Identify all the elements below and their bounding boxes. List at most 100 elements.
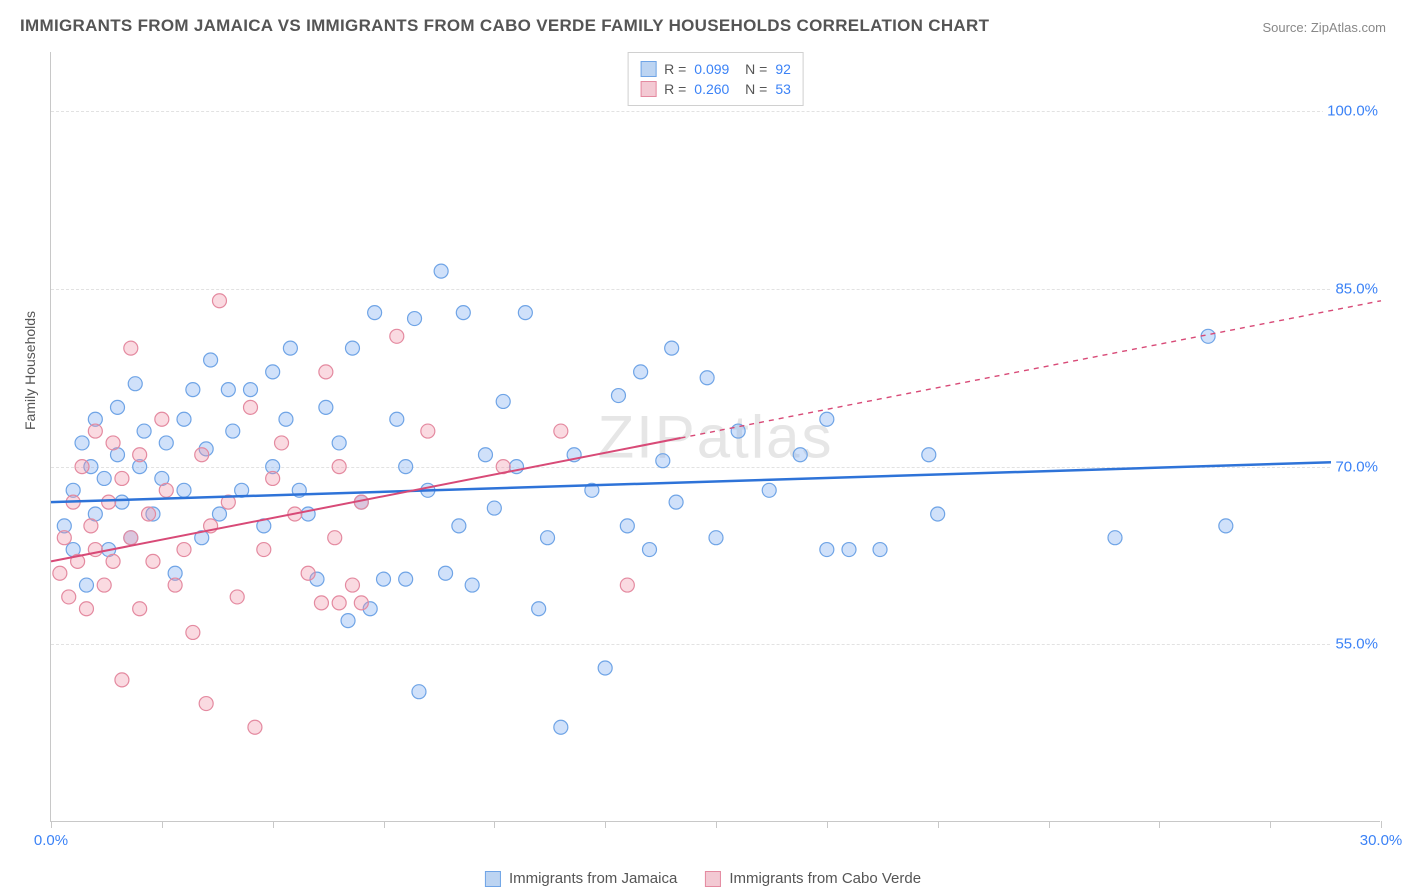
y-tick-label: 85.0% xyxy=(1331,280,1382,297)
chart-plot-area: ZIPatlas R = 0.099 N = 92R = 0.260 N = 5… xyxy=(50,52,1380,822)
data-point xyxy=(137,424,151,438)
x-tick xyxy=(273,821,274,828)
legend-series-item: Immigrants from Cabo Verde xyxy=(705,870,921,887)
x-tick xyxy=(605,821,606,828)
data-point xyxy=(820,543,834,557)
data-point xyxy=(611,389,625,403)
data-point xyxy=(275,436,289,450)
data-point xyxy=(439,566,453,580)
legend-series-item: Immigrants from Jamaica xyxy=(485,870,677,887)
data-point xyxy=(377,572,391,586)
x-tick xyxy=(51,821,52,828)
data-point xyxy=(554,424,568,438)
data-point xyxy=(244,400,258,414)
data-point xyxy=(221,383,235,397)
legend-swatch xyxy=(485,871,501,887)
data-point xyxy=(124,341,138,355)
legend-swatch xyxy=(705,871,721,887)
legend-n-value: 92 xyxy=(775,61,791,77)
data-point xyxy=(820,412,834,426)
data-point xyxy=(212,294,226,308)
x-tick-label: 30.0% xyxy=(1360,832,1403,849)
data-point xyxy=(332,460,346,474)
data-point xyxy=(434,264,448,278)
data-point xyxy=(399,460,413,474)
data-point xyxy=(873,543,887,557)
data-point xyxy=(115,673,129,687)
data-point xyxy=(57,531,71,545)
data-point xyxy=(186,625,200,639)
legend-swatch xyxy=(640,61,656,77)
x-tick xyxy=(162,821,163,828)
chart-title: IMMIGRANTS FROM JAMAICA VS IMMIGRANTS FR… xyxy=(20,16,989,36)
legend-series-label: Immigrants from Jamaica xyxy=(509,870,677,887)
data-point xyxy=(199,697,213,711)
data-point xyxy=(421,424,435,438)
data-point xyxy=(390,412,404,426)
data-point xyxy=(212,507,226,521)
data-point xyxy=(257,543,271,557)
legend-stat-row: R = 0.099 N = 92 xyxy=(640,59,791,79)
data-point xyxy=(1219,519,1233,533)
x-tick xyxy=(1049,821,1050,828)
data-point xyxy=(279,412,293,426)
data-point xyxy=(75,460,89,474)
data-point xyxy=(598,661,612,675)
x-tick-label: 0.0% xyxy=(34,832,68,849)
y-tick-label: 70.0% xyxy=(1331,458,1382,475)
y-tick-label: 55.0% xyxy=(1331,636,1382,653)
data-point xyxy=(244,383,258,397)
data-point xyxy=(643,543,657,557)
data-point xyxy=(1108,531,1122,545)
data-point xyxy=(230,590,244,604)
x-tick xyxy=(494,821,495,828)
data-point xyxy=(226,424,240,438)
legend-r-label: R = xyxy=(664,81,686,97)
data-point xyxy=(106,436,120,450)
legend-swatch xyxy=(640,81,656,97)
data-point xyxy=(700,371,714,385)
data-point xyxy=(62,590,76,604)
data-point xyxy=(115,495,129,509)
data-point xyxy=(762,483,776,497)
data-point xyxy=(106,554,120,568)
scatter-plot-svg xyxy=(51,52,1380,821)
data-point xyxy=(319,365,333,379)
legend-n-label: N = xyxy=(737,61,767,77)
source-attribution: Source: ZipAtlas.com xyxy=(1262,20,1386,35)
data-point xyxy=(478,448,492,462)
data-point xyxy=(283,341,297,355)
data-point xyxy=(159,483,173,497)
data-point xyxy=(354,596,368,610)
legend-n-label: N = xyxy=(737,81,767,97)
data-point xyxy=(195,448,209,462)
data-point xyxy=(97,578,111,592)
y-axis-label: Family Households xyxy=(22,311,38,430)
data-point xyxy=(345,578,359,592)
data-point xyxy=(301,566,315,580)
data-point xyxy=(204,353,218,367)
data-point xyxy=(332,436,346,450)
x-tick xyxy=(938,821,939,828)
data-point xyxy=(142,507,156,521)
x-tick xyxy=(384,821,385,828)
data-point xyxy=(399,572,413,586)
data-point xyxy=(532,602,546,616)
x-tick xyxy=(1381,821,1382,828)
legend-series-label: Immigrants from Cabo Verde xyxy=(729,870,921,887)
data-point xyxy=(111,400,125,414)
y-tick-label: 100.0% xyxy=(1323,103,1382,120)
data-point xyxy=(541,531,555,545)
data-point xyxy=(115,471,129,485)
data-point xyxy=(922,448,936,462)
data-point xyxy=(319,400,333,414)
data-point xyxy=(709,531,723,545)
data-point xyxy=(177,483,191,497)
data-point xyxy=(133,602,147,616)
data-point xyxy=(186,383,200,397)
data-point xyxy=(79,578,93,592)
x-tick xyxy=(716,821,717,828)
data-point xyxy=(177,412,191,426)
x-tick xyxy=(1270,821,1271,828)
data-point xyxy=(155,412,169,426)
